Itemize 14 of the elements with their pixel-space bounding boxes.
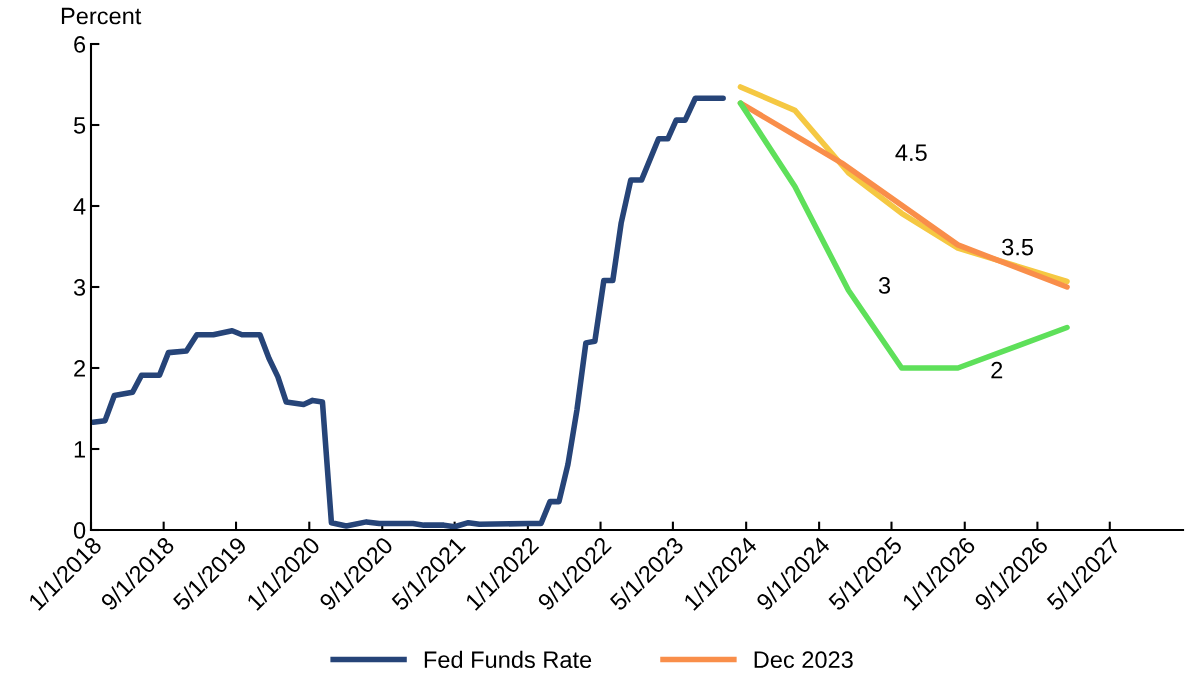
annotation: 3 (878, 277, 891, 294)
y-tick-label: 3 (73, 279, 86, 296)
y-tick-label: 1 (74, 441, 85, 458)
y-tick-label: 5 (73, 117, 86, 134)
legend-label: Dec 2023 (754, 651, 853, 669)
legend-label: Fed Funds Rate (424, 650, 592, 669)
y-axis-title: Percent (61, 7, 142, 25)
y-tick-label: 2 (74, 360, 85, 377)
annotation: 4.5 (895, 144, 927, 162)
annotation: 3.5 (1002, 238, 1034, 256)
y-tick-label: 4 (73, 198, 86, 215)
annotation: 2 (991, 361, 1003, 379)
y-tick-label: 0 (73, 522, 86, 539)
y-tick-label: 6 (74, 36, 86, 53)
